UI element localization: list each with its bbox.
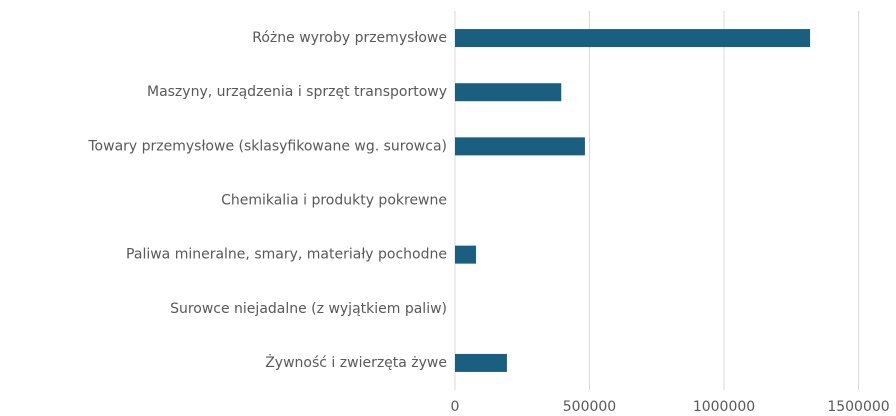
y-tick-label: Chemikalia i produkty pokrewne <box>221 193 447 209</box>
x-tick-label: 0 <box>451 399 460 415</box>
bar <box>455 245 476 264</box>
y-tick-label: Żywność i zwierzęta żywe <box>265 353 447 371</box>
y-tick-label: Paliwa mineralne, smary, materiały pocho… <box>126 247 447 263</box>
y-tick-label: Różne wyroby przemysłowe <box>252 30 447 46</box>
bar <box>455 353 507 372</box>
bar <box>455 29 811 48</box>
y-tick-label: Maszyny, urządzenia i sprzęt transportow… <box>147 84 447 100</box>
x-tick-label: 1000000 <box>693 399 755 415</box>
bar <box>455 137 585 156</box>
bar <box>455 83 562 102</box>
x-tick-label: 1500000 <box>827 399 889 415</box>
y-tick-label: Surowce niejadalne (z wyjątkiem paliw) <box>170 301 447 317</box>
x-tick-label: 500000 <box>563 399 616 415</box>
y-tick-label: Towary przemysłowe (sklasyfikowane wg. s… <box>87 138 447 154</box>
